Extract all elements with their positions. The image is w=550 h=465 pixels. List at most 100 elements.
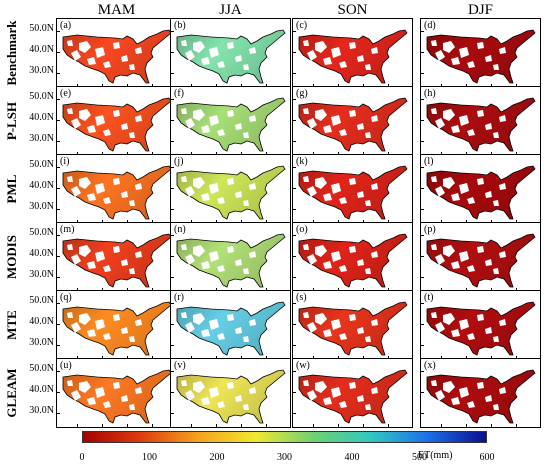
missing-data-area	[467, 401, 475, 408]
axis-tick	[191, 220, 192, 223]
us-outline	[426, 233, 536, 288]
colorbar-unit: ET(mm)	[418, 450, 453, 461]
axis-tick	[491, 288, 492, 291]
axis-tick	[388, 356, 389, 359]
missing-data-area	[493, 64, 499, 70]
missing-data-area	[249, 183, 256, 190]
axis-tick	[441, 356, 442, 359]
missing-data-area	[435, 390, 445, 401]
missing-data-area	[217, 197, 225, 204]
missing-data-area	[339, 265, 347, 272]
missing-data-area	[71, 254, 81, 265]
axis-tick	[466, 220, 467, 223]
missing-data-area	[339, 401, 347, 408]
axis-tick	[57, 324, 60, 325]
us-outline	[426, 369, 536, 424]
missing-data-area	[87, 193, 96, 201]
column-title-djf: DJF	[467, 2, 493, 18]
panel-label: (d)	[424, 20, 436, 31]
missing-data-area	[307, 254, 317, 265]
missing-data-area	[217, 265, 225, 272]
axis-tick	[293, 31, 296, 32]
missing-data-area	[303, 244, 309, 250]
missing-data-area	[103, 61, 111, 68]
axis-tick	[191, 288, 192, 291]
axis-tick	[171, 120, 174, 121]
missing-data-area	[209, 183, 219, 194]
missing-data-area	[459, 319, 469, 330]
missing-data-area	[431, 312, 437, 318]
us-map	[176, 301, 286, 356]
missing-data-area	[349, 178, 356, 185]
axis-tick	[441, 424, 442, 427]
axis-tick	[171, 188, 174, 189]
missing-data-area	[451, 57, 460, 65]
missing-data-area	[185, 254, 195, 265]
axis-tick	[57, 303, 60, 304]
missing-data-area	[303, 40, 309, 46]
missing-data-area	[315, 177, 327, 189]
missing-data-area	[87, 125, 96, 133]
missing-data-area	[185, 322, 195, 333]
missing-data-area	[303, 176, 309, 182]
missing-data-area	[493, 132, 499, 138]
missing-data-area	[201, 329, 210, 337]
axis-tick	[77, 84, 78, 87]
axis-tick	[421, 345, 424, 346]
panel-label: (p)	[424, 224, 436, 235]
axis-tick	[191, 84, 192, 87]
axis-tick	[266, 424, 267, 427]
panel-label: (b)	[174, 20, 186, 31]
us-outline	[176, 233, 286, 288]
missing-data-area	[79, 109, 91, 121]
panel-label: (c)	[296, 20, 308, 31]
missing-data-area	[349, 110, 356, 117]
missing-data-area	[227, 382, 234, 389]
axis-tick	[338, 84, 339, 87]
missing-data-area	[431, 108, 437, 114]
latitude-label: 50.0N	[29, 227, 54, 238]
missing-data-area	[315, 245, 327, 257]
colorbar-tick-label: 200	[209, 452, 225, 463]
missing-data-area	[95, 183, 105, 194]
missing-data-area	[95, 115, 105, 126]
axis-tick	[102, 152, 103, 155]
us-map	[62, 369, 172, 424]
missing-data-area	[307, 390, 317, 401]
axis-tick	[293, 73, 296, 74]
map-panel-a: (a)	[56, 18, 177, 88]
latitude-label: 50.0N	[29, 295, 54, 306]
missing-data-area	[443, 245, 455, 257]
missing-data-area	[339, 61, 347, 68]
axis-tick	[516, 84, 517, 87]
panel-label: (x)	[424, 360, 436, 371]
axis-tick	[57, 371, 60, 372]
missing-data-area	[235, 327, 242, 334]
missing-data-area	[135, 115, 142, 122]
missing-data-area	[201, 397, 210, 405]
us-map	[426, 369, 536, 424]
missing-data-area	[477, 42, 484, 49]
missing-data-area	[209, 387, 219, 398]
axis-tick	[293, 345, 296, 346]
map-panel-j: (j)	[170, 154, 291, 224]
us-outline	[176, 301, 286, 356]
axis-tick	[421, 141, 424, 142]
missing-data-area	[435, 322, 445, 333]
us-map	[62, 97, 172, 152]
axis-tick	[241, 424, 242, 427]
axis-tick	[152, 424, 153, 427]
missing-data-area	[371, 47, 378, 54]
missing-data-area	[499, 183, 506, 190]
missing-data-area	[71, 322, 81, 333]
axis-tick	[338, 220, 339, 223]
axis-tick	[127, 84, 128, 87]
missing-data-area	[135, 319, 142, 326]
latitude-label: 30.0N	[29, 201, 54, 212]
panel-label: (m)	[60, 224, 75, 235]
axis-tick	[171, 73, 174, 74]
missing-data-area	[235, 191, 242, 198]
missing-data-area	[365, 268, 371, 274]
missing-data-area	[349, 246, 356, 253]
missing-data-area	[71, 50, 81, 61]
